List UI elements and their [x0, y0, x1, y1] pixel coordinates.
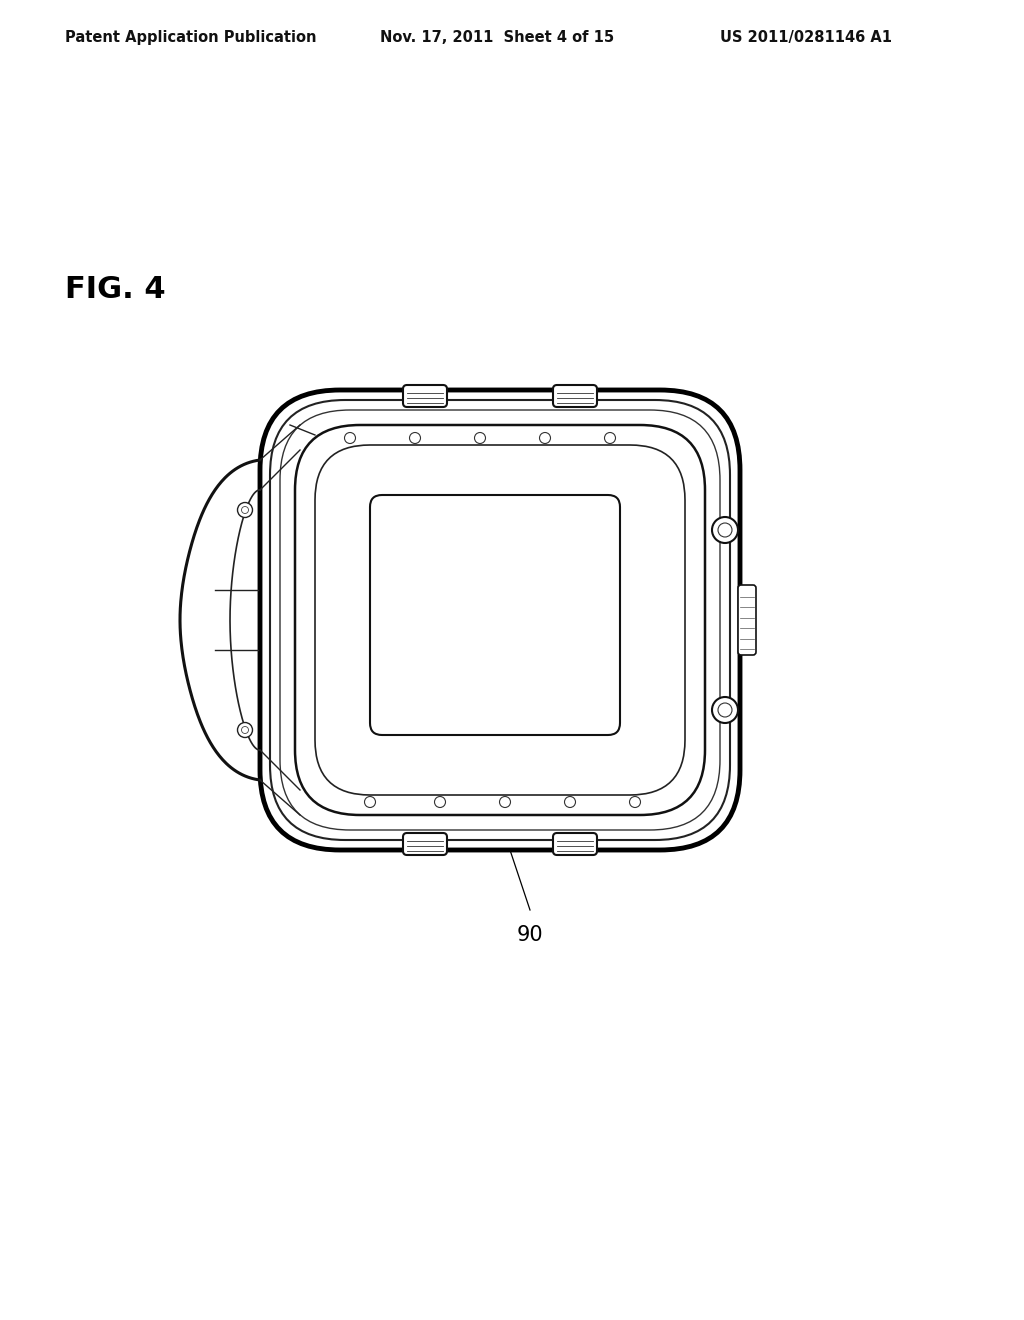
FancyBboxPatch shape	[553, 833, 597, 855]
Text: Nov. 17, 2011  Sheet 4 of 15: Nov. 17, 2011 Sheet 4 of 15	[380, 30, 614, 45]
Circle shape	[344, 433, 355, 444]
Circle shape	[365, 796, 376, 808]
Text: US 2011/0281146 A1: US 2011/0281146 A1	[720, 30, 892, 45]
Circle shape	[500, 796, 511, 808]
Circle shape	[604, 433, 615, 444]
FancyBboxPatch shape	[403, 385, 447, 407]
FancyBboxPatch shape	[260, 389, 740, 850]
Circle shape	[712, 517, 738, 543]
Circle shape	[238, 722, 253, 738]
Circle shape	[630, 796, 640, 808]
Circle shape	[718, 523, 732, 537]
FancyBboxPatch shape	[553, 385, 597, 407]
Circle shape	[410, 433, 421, 444]
Circle shape	[540, 433, 551, 444]
Text: 90: 90	[517, 925, 544, 945]
FancyBboxPatch shape	[270, 400, 730, 840]
Circle shape	[242, 507, 249, 513]
Text: FIG. 4: FIG. 4	[65, 275, 166, 304]
Circle shape	[564, 796, 575, 808]
FancyBboxPatch shape	[403, 833, 447, 855]
Circle shape	[242, 726, 249, 734]
FancyBboxPatch shape	[738, 585, 756, 655]
Text: Patent Application Publication: Patent Application Publication	[65, 30, 316, 45]
Circle shape	[712, 697, 738, 723]
FancyBboxPatch shape	[370, 495, 620, 735]
Circle shape	[474, 433, 485, 444]
Circle shape	[434, 796, 445, 808]
Circle shape	[238, 503, 253, 517]
FancyBboxPatch shape	[280, 411, 720, 830]
FancyBboxPatch shape	[295, 425, 705, 814]
FancyBboxPatch shape	[315, 445, 685, 795]
Circle shape	[718, 704, 732, 717]
